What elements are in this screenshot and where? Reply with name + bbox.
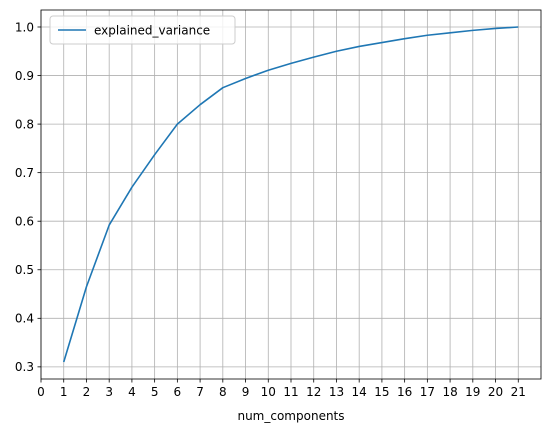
y-tick-label: 1.0: [15, 20, 34, 34]
legend-label: explained_variance: [94, 23, 210, 37]
x-tick-label: 4: [128, 385, 136, 399]
x-tick-label: 5: [151, 385, 159, 399]
tick-marks: 0 1 2 3 4 5 6 7 8 9 10 11 12 13 14 15 16 17 18 19 20 210.30.4…: [15, 20, 526, 399]
x-tick-label: 18: [442, 385, 457, 399]
y-tick-label: 0.8: [15, 117, 34, 131]
y-tick-label: 0.4: [15, 312, 34, 326]
x-tick-label: 7: [196, 385, 204, 399]
x-tick-label: 0: [37, 385, 45, 399]
x-tick-label: 20: [488, 385, 503, 399]
x-tick-label: 13: [329, 385, 344, 399]
x-tick-label: 19: [465, 385, 480, 399]
x-tick-label: 6: [174, 385, 182, 399]
x-tick-label: 15: [374, 385, 389, 399]
y-tick-label: 0.9: [15, 69, 34, 83]
x-tick-label: 21: [511, 385, 526, 399]
x-tick-label: 8: [219, 385, 227, 399]
legend-box: [49, 15, 236, 45]
x-tick-label: 10: [261, 385, 276, 399]
x-tick-label: 11: [283, 385, 298, 399]
x-axis-label: num_components: [237, 409, 344, 423]
x-tick-label: 2: [83, 385, 91, 399]
x-tick-label: 16: [397, 385, 412, 399]
y-tick-label: 0.7: [15, 166, 34, 180]
x-tick-label: 1: [60, 385, 68, 399]
grid-lines: [40, 10, 541, 379]
x-tick-label: 12: [306, 385, 321, 399]
x-tick-label: 17: [420, 385, 435, 399]
y-tick-label: 0.5: [15, 263, 34, 277]
legend: explained_variance: [49, 15, 236, 45]
x-tick-label: 14: [352, 385, 367, 399]
series-layer: [62, 26, 519, 363]
x-tick-label: 3: [105, 385, 113, 399]
y-tick-label: 0.3: [15, 360, 34, 374]
y-tick-label: 0.6: [15, 215, 34, 229]
x-tick-label: 9: [242, 385, 250, 399]
